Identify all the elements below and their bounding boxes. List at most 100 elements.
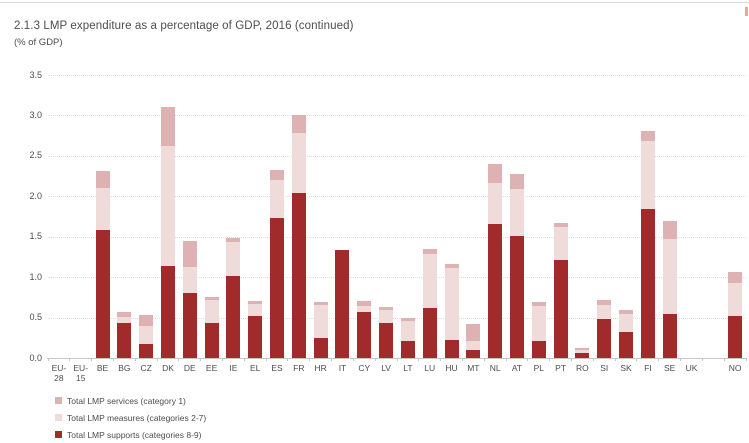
top-divider-rule (0, 2, 749, 3)
x-axis-tick-mark (658, 358, 660, 361)
bar-segment-measures (640, 140, 655, 210)
bar-segment-services (575, 348, 590, 350)
bar-segment-services (728, 272, 743, 283)
bar-segment-supports (270, 218, 285, 358)
bar-segment-supports (160, 265, 175, 358)
bar-segment-services (466, 324, 481, 342)
bar-segment-measures (728, 282, 743, 316)
lmp-expenditure-chart: 3.5 3.0 2.5 2.0 1.5 1.0 0.5 0.0 EU- 28 EU- 15 BE BG… (29, 70, 747, 383)
x-axis-tick-mark (331, 358, 333, 361)
bar-segment-services (400, 317, 415, 321)
bar-segment-services (270, 170, 285, 181)
x-axis-label-ee: EE (205, 363, 218, 373)
bar-segment-services (95, 171, 110, 189)
plot-area: 3.5 3.0 2.5 2.0 1.5 1.0 0.5 0.0 EU- 28 EU- 15 BE BG… (29, 70, 747, 383)
bar-segment-measures (270, 180, 285, 219)
bar-segment-services (422, 248, 437, 254)
bar-segment-measures (422, 253, 437, 308)
bar-segment-measures (662, 239, 677, 314)
x-axis-tick-mark (200, 358, 202, 361)
x-axis-tick-mark (112, 358, 114, 361)
legend-item: Total LMP measures (categories 2-7) (55, 409, 206, 426)
x-axis-label-dk: DK (162, 363, 174, 373)
chart-title: 2.1.3 LMP expenditure as a percentage of… (14, 20, 354, 32)
bar-segment-supports (379, 323, 394, 358)
x-axis-tick-mark (461, 358, 463, 361)
bar-segment-measures (619, 314, 634, 333)
bar-segment-supports (466, 349, 481, 358)
y-gridline (48, 236, 746, 238)
bar-segment-measures (117, 316, 132, 324)
legend-swatch-icon (55, 414, 62, 421)
x-axis-tick-mark (156, 358, 158, 361)
page-edge-accent (745, 7, 748, 16)
x-axis-label-uk: UK (685, 363, 698, 373)
bar-segment-supports (575, 353, 590, 358)
x-axis-tick-mark (287, 358, 289, 361)
bar-segment-services (379, 307, 394, 311)
x-axis-tick-mark (243, 358, 245, 361)
x-axis-label-be: BE (96, 363, 109, 373)
x-axis-label-cy: CY (358, 363, 371, 373)
y-axis-tick-label: 0.0 (29, 352, 42, 363)
legend-label: Total LMP supports (categories 8-9) (67, 429, 202, 440)
legend-swatch-icon (55, 397, 62, 404)
x-axis-tick-mark (636, 358, 638, 361)
bar-segment-measures (357, 306, 372, 312)
x-axis-label-el: EL (250, 363, 261, 373)
x-axis-label-fi: FI (644, 363, 652, 373)
bar-segment-measures (291, 133, 306, 194)
x-axis-label-pt: PT (555, 363, 567, 373)
x-axis-label-lt: LT (403, 363, 413, 373)
bar-segment-measures (139, 325, 154, 345)
bar-segment-supports (248, 315, 263, 358)
bar-segment-services (662, 220, 677, 240)
x-axis-label-es: ES (271, 363, 283, 373)
bar-segment-supports (619, 332, 634, 358)
x-axis-label-it: IT (338, 363, 347, 373)
chart-legend: Total LMP services (category 1) Total LMP… (55, 392, 206, 443)
x-axis-label-lu: LU (424, 363, 436, 373)
bar-segment-services (597, 299, 612, 306)
y-gridline (48, 196, 746, 198)
bar-segment-supports (95, 230, 110, 358)
x-axis-tick-mark (91, 358, 93, 361)
bar-segment-supports (422, 307, 437, 358)
legend-label: Total LMP services (category 1) (67, 395, 186, 406)
bar-segment-supports (182, 292, 197, 358)
x-axis-tick-mark (47, 358, 49, 361)
bar-segment-services (182, 240, 197, 268)
bar-segment-measures (531, 306, 546, 342)
bar-segment-services (444, 264, 459, 269)
bar-segment-measures (597, 305, 612, 320)
bar-segment-measures (182, 267, 197, 293)
bar-segment-services (313, 302, 328, 306)
bar-segment-supports (553, 260, 568, 358)
legend-swatch-icon (55, 431, 62, 438)
x-axis-tick-mark (527, 358, 529, 361)
chart-unit-subtitle: (% of GDP) (14, 37, 63, 48)
bar-segment-supports (335, 249, 350, 358)
x-axis-label-at: AT (511, 363, 523, 373)
x-axis-label-mt: MT (467, 363, 480, 373)
y-axis-tick-label: 2.5 (29, 150, 42, 161)
bar-segment-measures (444, 268, 459, 341)
x-axis-label-ro: RO (576, 363, 589, 373)
y-gridline (48, 75, 746, 76)
bar-segment-supports (531, 341, 546, 358)
x-axis-label-hu: HU (445, 363, 458, 373)
legend-item: Total LMP supports (categories 8-9) (55, 426, 206, 443)
x-axis-tick-mark (483, 358, 485, 361)
x-axis-tick-mark (418, 358, 420, 361)
x-axis-tick-mark (396, 358, 398, 361)
bar-segment-services (160, 106, 175, 147)
x-axis-tick-mark (69, 358, 71, 361)
bar-segment-supports (291, 193, 306, 358)
x-axis-label-fr: FR (293, 363, 305, 373)
bar-segment-services (619, 310, 634, 315)
bar-segment-services (117, 311, 132, 317)
x-axis-tick-mark (265, 358, 267, 361)
x-axis-label-eu-28: EU- 28 (51, 363, 67, 383)
x-axis-label-si: SI (600, 363, 609, 373)
x-axis-label-pl: PL (533, 363, 544, 373)
